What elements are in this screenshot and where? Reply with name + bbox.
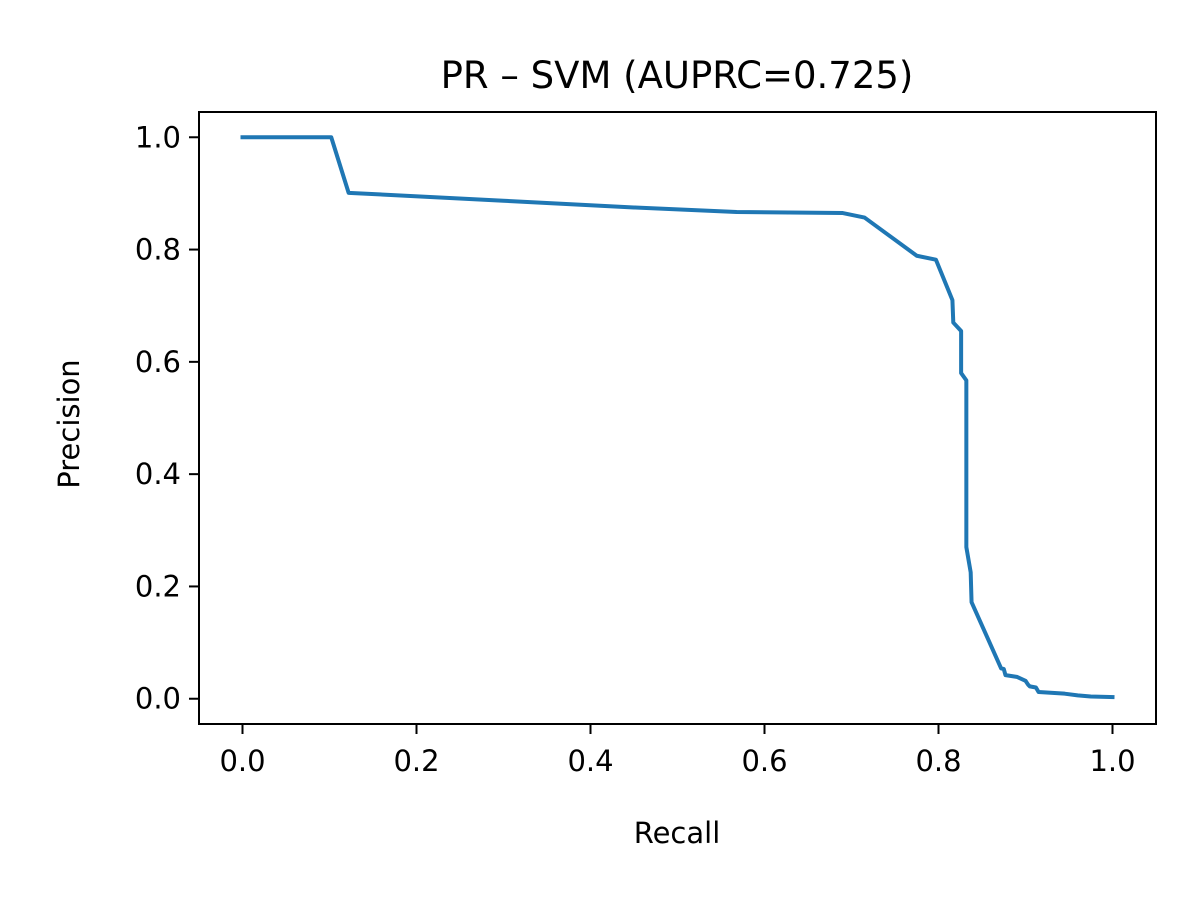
y-tick-label: 1.0 <box>135 120 181 154</box>
y-tick-label: 0.0 <box>135 682 181 716</box>
chart-title: PR – SVM (AUPRC=0.725) <box>441 54 914 97</box>
series-layer <box>240 135 1115 700</box>
pr-curve-line <box>240 135 1115 700</box>
x-tick-label: 0.0 <box>219 744 265 778</box>
y-tick-label: 0.4 <box>135 457 181 491</box>
y-tick-label: 0.8 <box>135 233 181 267</box>
x-tick-label: 0.6 <box>741 744 787 778</box>
y-tick-label: 0.2 <box>135 569 181 603</box>
x-tick-label: 1.0 <box>1089 744 1135 778</box>
y-tick-label: 0.6 <box>135 345 181 379</box>
x-tick-label: 0.2 <box>393 744 439 778</box>
x-axis-label: Recall <box>634 816 721 850</box>
x-tick-label: 0.4 <box>567 744 613 778</box>
x-tick-label: 0.8 <box>915 744 961 778</box>
plot-frame <box>198 111 1157 725</box>
axis-ticks: 0.0 0.2 0.4 0.6 0.8 1.0 0.0 0.2 0.4 0.6 0.8 1.0 <box>135 120 1136 778</box>
y-axis-label: Precision <box>52 359 86 488</box>
